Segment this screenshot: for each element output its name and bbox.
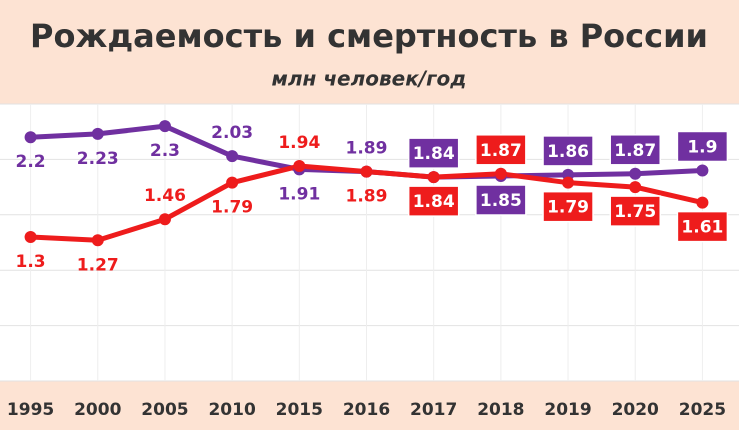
x-tick-label: 2025: [679, 400, 726, 420]
point: [293, 160, 306, 173]
label-box: [676, 210, 729, 243]
data-label: 1.79: [211, 198, 253, 218]
point: [91, 234, 104, 247]
data-label: 2.3: [150, 141, 180, 161]
chart-title: Рождаемость и смертность в России: [30, 17, 708, 55]
data-label: 1.86: [547, 142, 589, 162]
x-tick-label: 2016: [343, 400, 390, 420]
x-tick-label: 2018: [477, 400, 524, 420]
label-box: [407, 137, 460, 169]
data-label: 1.87: [480, 141, 522, 161]
point: [629, 167, 642, 180]
point: [427, 171, 440, 184]
x-tick-label: 2005: [141, 400, 188, 420]
label-box: [542, 190, 594, 223]
point: [562, 176, 575, 189]
x-tick-label: 2020: [612, 400, 659, 420]
label-box: [475, 184, 527, 216]
point: [158, 120, 171, 133]
x-tick-label: 2000: [74, 400, 121, 420]
data-label: 1.46: [144, 186, 186, 206]
data-label: 1.27: [77, 255, 119, 275]
data-label: 2.23: [77, 149, 119, 169]
data-label: 1.79: [547, 198, 589, 218]
data-label: 1.85: [480, 191, 522, 211]
data-label: 1.3: [16, 252, 46, 272]
point: [629, 181, 642, 194]
data-label: 2.2: [16, 152, 46, 172]
data-label: 1.61: [681, 218, 723, 238]
point: [226, 176, 239, 189]
point: [360, 165, 373, 178]
label-box: [676, 130, 729, 163]
x-tick-label: 2015: [276, 400, 323, 420]
label-box: [542, 135, 594, 167]
data-label: 1.87: [614, 141, 656, 161]
data-label: 2.03: [211, 123, 253, 143]
data-label: 1.89: [346, 187, 388, 207]
data-label: 1.75: [614, 202, 656, 222]
chart-subtitle: млн человек/год: [272, 67, 467, 91]
label-box: [609, 134, 661, 166]
point: [24, 131, 37, 144]
point: [91, 127, 104, 140]
x-tick-label: 2017: [410, 400, 457, 420]
x-tick-label: 2010: [208, 400, 255, 420]
data-label: 1.9: [687, 137, 717, 157]
data-label: 1.89: [346, 139, 388, 159]
point: [158, 213, 171, 226]
data-label: 1.84: [413, 192, 455, 212]
label-box: [475, 134, 527, 166]
data-label: 1.91: [278, 184, 320, 204]
point: [696, 196, 709, 209]
data-label: 1.94: [278, 133, 320, 153]
point: [494, 167, 507, 180]
point: [696, 164, 709, 177]
label-box: [609, 195, 661, 227]
point: [24, 230, 37, 243]
data-label: 1.84: [413, 144, 455, 164]
x-tick-label: 1995: [7, 400, 54, 420]
point: [226, 150, 239, 163]
label-box: [407, 185, 460, 217]
x-tick-label: 2019: [544, 400, 591, 420]
